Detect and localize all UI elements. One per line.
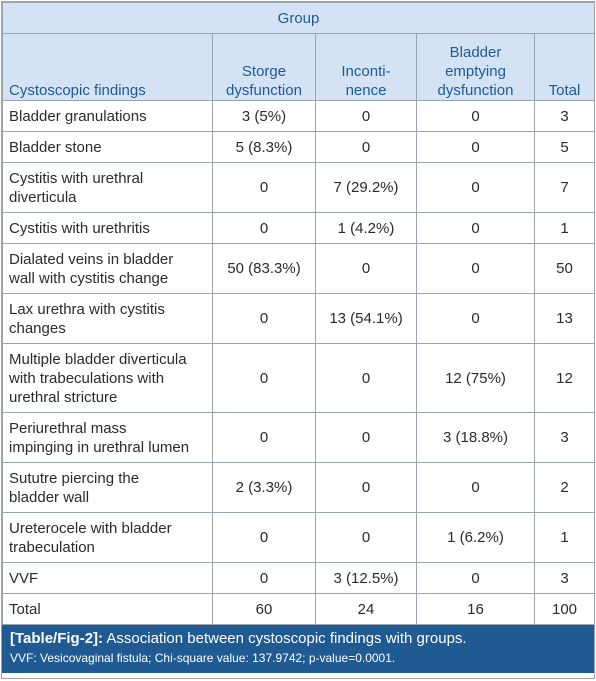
finding-cell: Bladder stone (2, 131, 213, 163)
emptying-cell: 0 (416, 131, 535, 163)
column-header-row: Cystoscopic findings Storge dysfunction Inc… (2, 33, 596, 101)
storage-cell: 2 (3.3%) (212, 462, 316, 513)
finding-cell: Dialated veins in bladder wall with cysti… (2, 243, 213, 294)
storage-cell: 60 (212, 593, 316, 625)
group-label: Group (1, 2, 596, 34)
total-cell: 13 (533, 293, 596, 344)
finding-cell: Cystitis with urethritis (2, 212, 213, 244)
storage-cell: 3 (5%) (212, 100, 316, 132)
header-total: Total (533, 33, 596, 101)
storage-cell: 5 (8.3%) (212, 131, 316, 163)
incontinence-cell: 1 (4.2%) (315, 212, 417, 244)
incontinence-cell: 0 (315, 412, 417, 463)
table-row: VVF 0 3 (12.5%) 0 3 (2, 562, 596, 594)
header-findings: Cystoscopic findings (2, 33, 213, 101)
finding-cell: VVF (2, 562, 213, 594)
finding-cell: Total (2, 593, 213, 625)
incontinence-cell: 13 (54.1%) (315, 293, 417, 344)
finding-cell: Ureterocele with bladder trabeculation (2, 512, 213, 563)
incontinence-cell: 0 (315, 343, 417, 413)
storage-cell: 0 (212, 343, 316, 413)
table-row: Total 60 24 16 100 (2, 593, 596, 625)
total-cell: 12 (533, 343, 596, 413)
caption-text: Association between cystoscopic findings… (103, 630, 467, 647)
incontinence-cell: 3 (12.5%) (315, 562, 417, 594)
table-row: Sututre piercing the bladder wall 2 (3.3%)… (2, 462, 596, 513)
storage-cell: 0 (212, 162, 316, 213)
incontinence-cell: 0 (315, 100, 417, 132)
table-row: Cystitis with urethral diverticula 0 7 (29.… (2, 162, 596, 213)
storage-cell: 0 (212, 412, 316, 463)
emptying-cell: 16 (416, 593, 535, 625)
finding-cell: Multiple bladder diverticula with trabecu… (2, 343, 213, 413)
finding-cell: Cystitis with urethral diverticula (2, 162, 213, 213)
finding-cell: Bladder granulations (2, 100, 213, 132)
total-cell: 3 (533, 412, 596, 463)
table-row: Dialated veins in bladder wall with cysti… (2, 243, 596, 294)
caption-title: [Table/Fig-2]: Association between cysto… (10, 629, 586, 649)
emptying-cell: 12 (75%) (416, 343, 535, 413)
table-body: Bladder granulations 3 (5%) 0 0 3 Bladder sto… (2, 100, 596, 625)
finding-cell: Lax urethra with cystitis changes (2, 293, 213, 344)
total-cell: 50 (533, 243, 596, 294)
header-emptying: Bladder emptying dysfunction (416, 33, 535, 101)
storage-cell: 50 (83.3%) (212, 243, 316, 294)
total-cell: 1 (533, 212, 596, 244)
total-cell: 5 (533, 131, 596, 163)
incontinence-cell: 0 (315, 131, 417, 163)
total-cell: 3 (533, 562, 596, 594)
table-row: Cystitis with urethritis 0 1 (4.2%) 0 1 (2, 212, 596, 244)
total-cell: 3 (533, 100, 596, 132)
total-cell: 7 (533, 162, 596, 213)
storage-cell: 0 (212, 562, 316, 594)
table-row: Periurethral mass impinging in urethral l… (2, 412, 596, 463)
header-incontinence: Inconti-nence (315, 33, 417, 101)
emptying-cell: 0 (416, 562, 535, 594)
table-caption: [Table/Fig-2]: Association between cysto… (2, 625, 594, 673)
emptying-cell: 0 (416, 462, 535, 513)
group-header-row: Group (1, 2, 596, 34)
emptying-cell: 0 (416, 212, 535, 244)
incontinence-cell: 0 (315, 243, 417, 294)
total-cell: 2 (533, 462, 596, 513)
incontinence-cell: 7 (29.2%) (315, 162, 417, 213)
emptying-cell: 3 (18.8%) (416, 412, 535, 463)
findings-table: Group Cystoscopic findings Storge dysfunct… (1, 2, 596, 625)
emptying-cell: 0 (416, 100, 535, 132)
incontinence-cell: 0 (315, 462, 417, 513)
finding-cell: Sututre piercing the bladder wall (2, 462, 213, 513)
table-row: Multiple bladder diverticula with trabecu… (2, 343, 596, 413)
storage-cell: 0 (212, 512, 316, 563)
table-row: Bladder stone 5 (8.3%) 0 0 5 (2, 131, 596, 163)
header-storage: Storge dysfunction (212, 33, 316, 101)
finding-cell: Periurethral mass impinging in urethral l… (2, 412, 213, 463)
storage-cell: 0 (212, 212, 316, 244)
storage-cell: 0 (212, 293, 316, 344)
incontinence-cell: 0 (315, 512, 417, 563)
emptying-cell: 0 (416, 293, 535, 344)
table-row: Bladder granulations 3 (5%) 0 0 3 (2, 100, 596, 132)
table-row: Lax urethra with cystitis changes 0 13 (54.… (2, 293, 596, 344)
emptying-cell: 1 (6.2%) (416, 512, 535, 563)
emptying-cell: 0 (416, 243, 535, 294)
table-row: Ureterocele with bladder trabeculation 0 0 1… (2, 512, 596, 563)
incontinence-cell: 24 (315, 593, 417, 625)
emptying-cell: 0 (416, 162, 535, 213)
total-cell: 1 (533, 512, 596, 563)
caption-note: VVF: Vesicovaginal fistula; Chi-square v… (10, 651, 396, 665)
caption-label: [Table/Fig-2]: (10, 630, 104, 647)
total-cell: 100 (533, 593, 596, 625)
